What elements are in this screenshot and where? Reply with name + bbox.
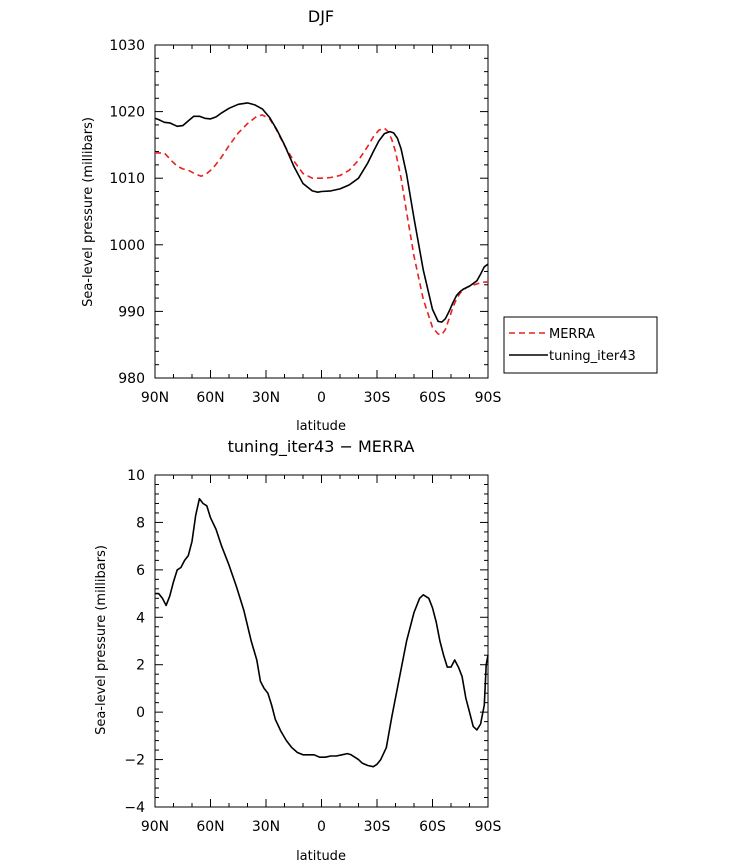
x-tick-label: 90N — [141, 819, 169, 835]
x-tick-label: 30S — [364, 819, 391, 835]
legend-label-merra: MERRA — [549, 327, 595, 342]
x-axis-title: latitude — [296, 849, 346, 864]
x-tick-label: 90S — [475, 819, 502, 835]
y-tick-label: 2 — [136, 658, 145, 674]
y-tick-label: 990 — [118, 304, 145, 320]
x-tick-label: 90N — [141, 390, 169, 406]
y-tick-label: 6 — [136, 563, 145, 579]
x-tick-label: 30N — [252, 819, 280, 835]
x-tick-label: 30S — [364, 390, 391, 406]
y-tick-label: 4 — [136, 610, 145, 626]
y-tick-label: 980 — [118, 371, 145, 387]
y-tick-label: −4 — [124, 800, 145, 816]
x-tick-label: 60N — [196, 819, 224, 835]
legend-label-tuning: tuning_iter43 — [549, 349, 636, 364]
y-tick-label: 0 — [136, 705, 145, 721]
x-axis-title: latitude — [296, 419, 346, 434]
chart-title: DJF — [308, 7, 334, 26]
legend: MERRA tuning_iter43 — [503, 316, 658, 374]
y-tick-label: 1000 — [109, 238, 145, 254]
series-line-merra — [155, 114, 488, 336]
x-tick-label: 60S — [419, 390, 446, 406]
chart-difference: tuning_iter43 − MERRA latitude Sea-level… — [94, 437, 501, 864]
chart-title: tuning_iter43 − MERRA — [228, 437, 415, 457]
y-tick-label: 8 — [136, 515, 145, 531]
chart-djf: DJF latitude Sea-level pressure (milliba… — [81, 7, 501, 434]
y-tick-label: 10 — [127, 468, 145, 484]
plot-frame — [154, 44, 489, 379]
legend-box — [503, 316, 658, 374]
x-tick-label: 60S — [419, 819, 446, 835]
x-tick-label: 90S — [475, 390, 502, 406]
x-tick-label: 0 — [317, 819, 326, 835]
y-tick-label: 1010 — [109, 171, 145, 187]
y-tick-label: −2 — [124, 753, 145, 769]
y-tick-label: 1030 — [109, 38, 145, 54]
x-tick-label: 0 — [317, 390, 326, 406]
y-tick-label: 1020 — [109, 105, 145, 121]
x-tick-label: 60N — [196, 390, 224, 406]
y-axis-title: Sea-level pressure (millibars) — [81, 117, 96, 307]
series-line-difference — [155, 497, 489, 768]
x-tick-label: 30N — [252, 390, 280, 406]
series-line-tuning-iter43 — [154, 102, 489, 323]
y-axis-title: Sea-level pressure (millibars) — [94, 545, 109, 735]
